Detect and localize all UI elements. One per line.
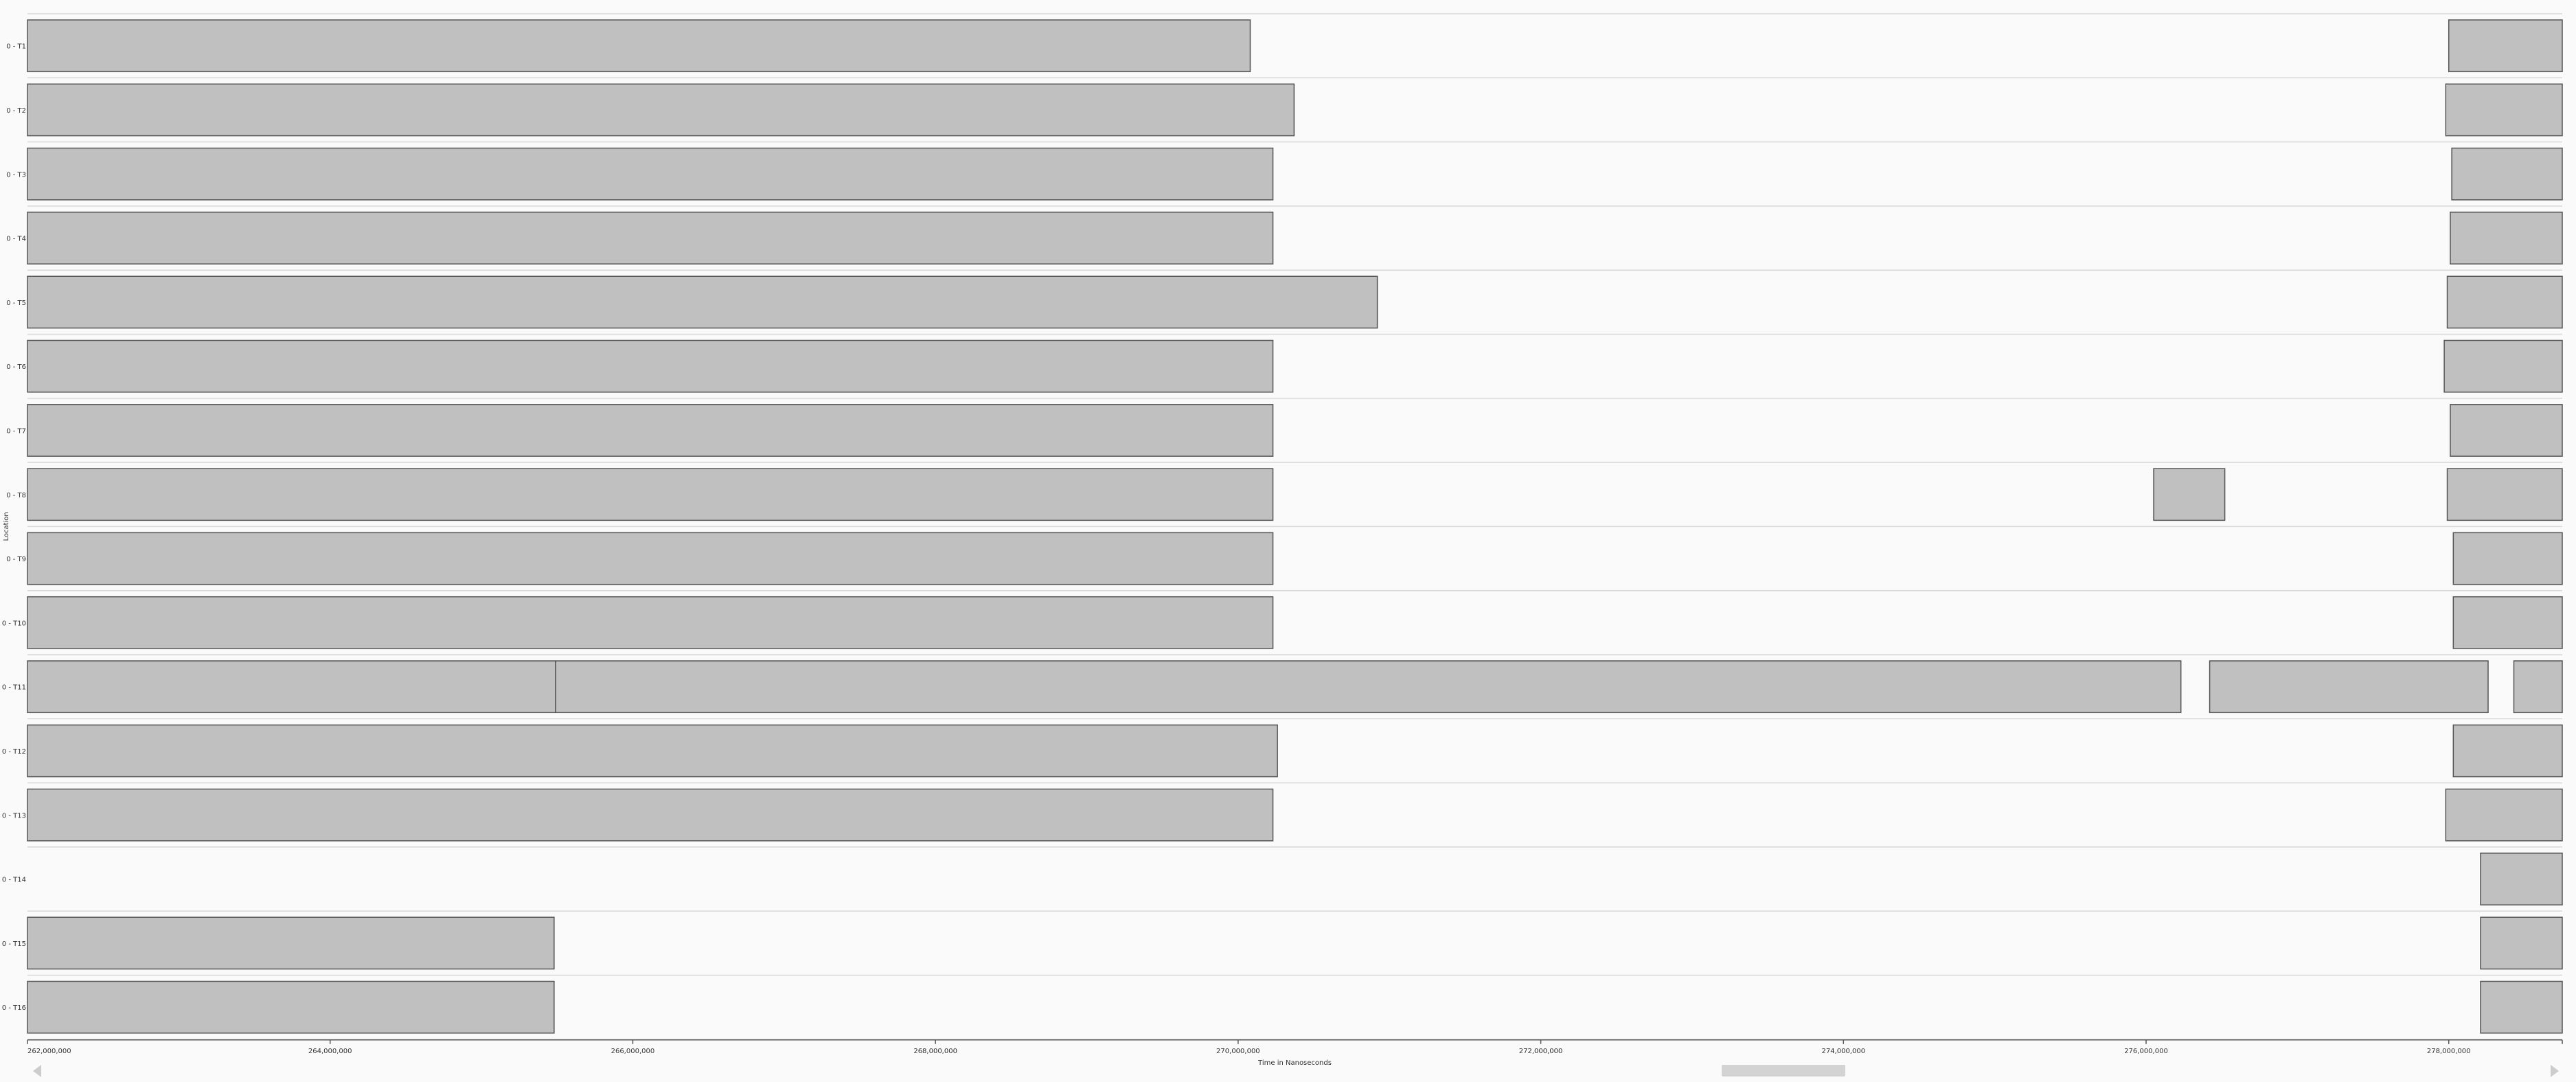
x-tick-label: 264,000,000 — [308, 1048, 352, 1055]
row-label: 0 - T12 — [2, 748, 26, 756]
interval-bar[interactable] — [27, 212, 1274, 264]
interval-bar[interactable] — [2450, 404, 2563, 457]
y-axis-title: Location — [3, 512, 10, 541]
interval-bar[interactable] — [27, 147, 1274, 201]
interval-bar[interactable] — [27, 980, 555, 1034]
x-tick-label: 274,000,000 — [1821, 1048, 1865, 1055]
scroll-right-arrow-icon[interactable] — [2551, 1065, 2559, 1077]
interval-bar[interactable] — [2443, 339, 2563, 393]
interval-bar[interactable] — [2452, 596, 2563, 649]
row-label: 0 - T13 — [2, 812, 26, 820]
x-tick-label: 272,000,000 — [1519, 1048, 1563, 1055]
interval-bar[interactable] — [27, 339, 1274, 393]
interval-bar[interactable] — [2452, 532, 2563, 585]
interval-bar[interactable] — [2480, 916, 2563, 970]
x-tick-label: 276,000,000 — [2124, 1048, 2168, 1055]
scrollbar-thumb[interactable] — [1722, 1065, 1845, 1077]
row-label: 0 - T14 — [2, 877, 26, 884]
interval-bar[interactable] — [555, 660, 2182, 714]
x-tick-label: 270,000,000 — [1216, 1048, 1260, 1055]
interval-bar[interactable] — [27, 83, 1295, 137]
row-label: 0 - T16 — [2, 1004, 26, 1012]
interval-bar[interactable] — [27, 468, 1274, 521]
interval-bar[interactable] — [27, 788, 1274, 842]
row-label: 0 - T15 — [2, 940, 26, 948]
interval-bar[interactable] — [2452, 724, 2563, 778]
scroll-left-arrow-icon[interactable] — [33, 1065, 41, 1077]
interval-bar[interactable] — [2448, 19, 2563, 73]
interval-bar[interactable] — [2153, 468, 2226, 521]
row-label: 0 - T9 — [6, 556, 26, 563]
interval-bar[interactable] — [2209, 660, 2489, 714]
row-label: 0 - T2 — [6, 107, 26, 115]
row-label: 0 - T6 — [6, 363, 26, 371]
interval-bar[interactable] — [2451, 147, 2563, 201]
interval-bar[interactable] — [27, 724, 1278, 778]
interval-bar[interactable] — [27, 275, 1378, 329]
row-label: 0 - T7 — [6, 427, 26, 435]
row-label: 0 - T5 — [6, 300, 26, 307]
x-axis-title: Time in Nanoseconds — [1257, 1059, 1332, 1067]
interval-bar[interactable] — [2445, 83, 2563, 137]
interval-bar[interactable] — [27, 660, 556, 714]
x-tick-label: 266,000,000 — [611, 1048, 655, 1055]
x-tick-label: 278,000,000 — [2427, 1048, 2471, 1055]
interval-bar[interactable] — [27, 916, 555, 970]
interval-bar[interactable] — [27, 596, 1274, 649]
interval-bar[interactable] — [2450, 212, 2563, 264]
interval-bar[interactable] — [2480, 853, 2563, 905]
row-label: 0 - T8 — [6, 492, 26, 499]
interval-bar[interactable] — [27, 532, 1274, 585]
row-label: 0 - T1 — [6, 43, 26, 51]
horizontal-scrollbar[interactable] — [27, 1062, 2562, 1077]
interval-bar[interactable] — [27, 404, 1274, 457]
interval-bar[interactable] — [2513, 660, 2563, 714]
row-label: 0 - T4 — [6, 236, 26, 243]
interval-bar[interactable] — [27, 19, 1251, 73]
x-tick-label: 262,000,000 — [27, 1048, 71, 1055]
interval-bar[interactable] — [2446, 275, 2563, 329]
interval-bar[interactable] — [2480, 980, 2563, 1034]
interval-bar[interactable] — [2446, 468, 2563, 521]
row-label: 0 - T3 — [6, 171, 26, 179]
row-label: 0 - T10 — [2, 620, 26, 627]
row-label: 0 - T11 — [2, 684, 26, 692]
x-tick-label: 268,000,000 — [913, 1048, 957, 1055]
interval-bar[interactable] — [2445, 788, 2563, 842]
